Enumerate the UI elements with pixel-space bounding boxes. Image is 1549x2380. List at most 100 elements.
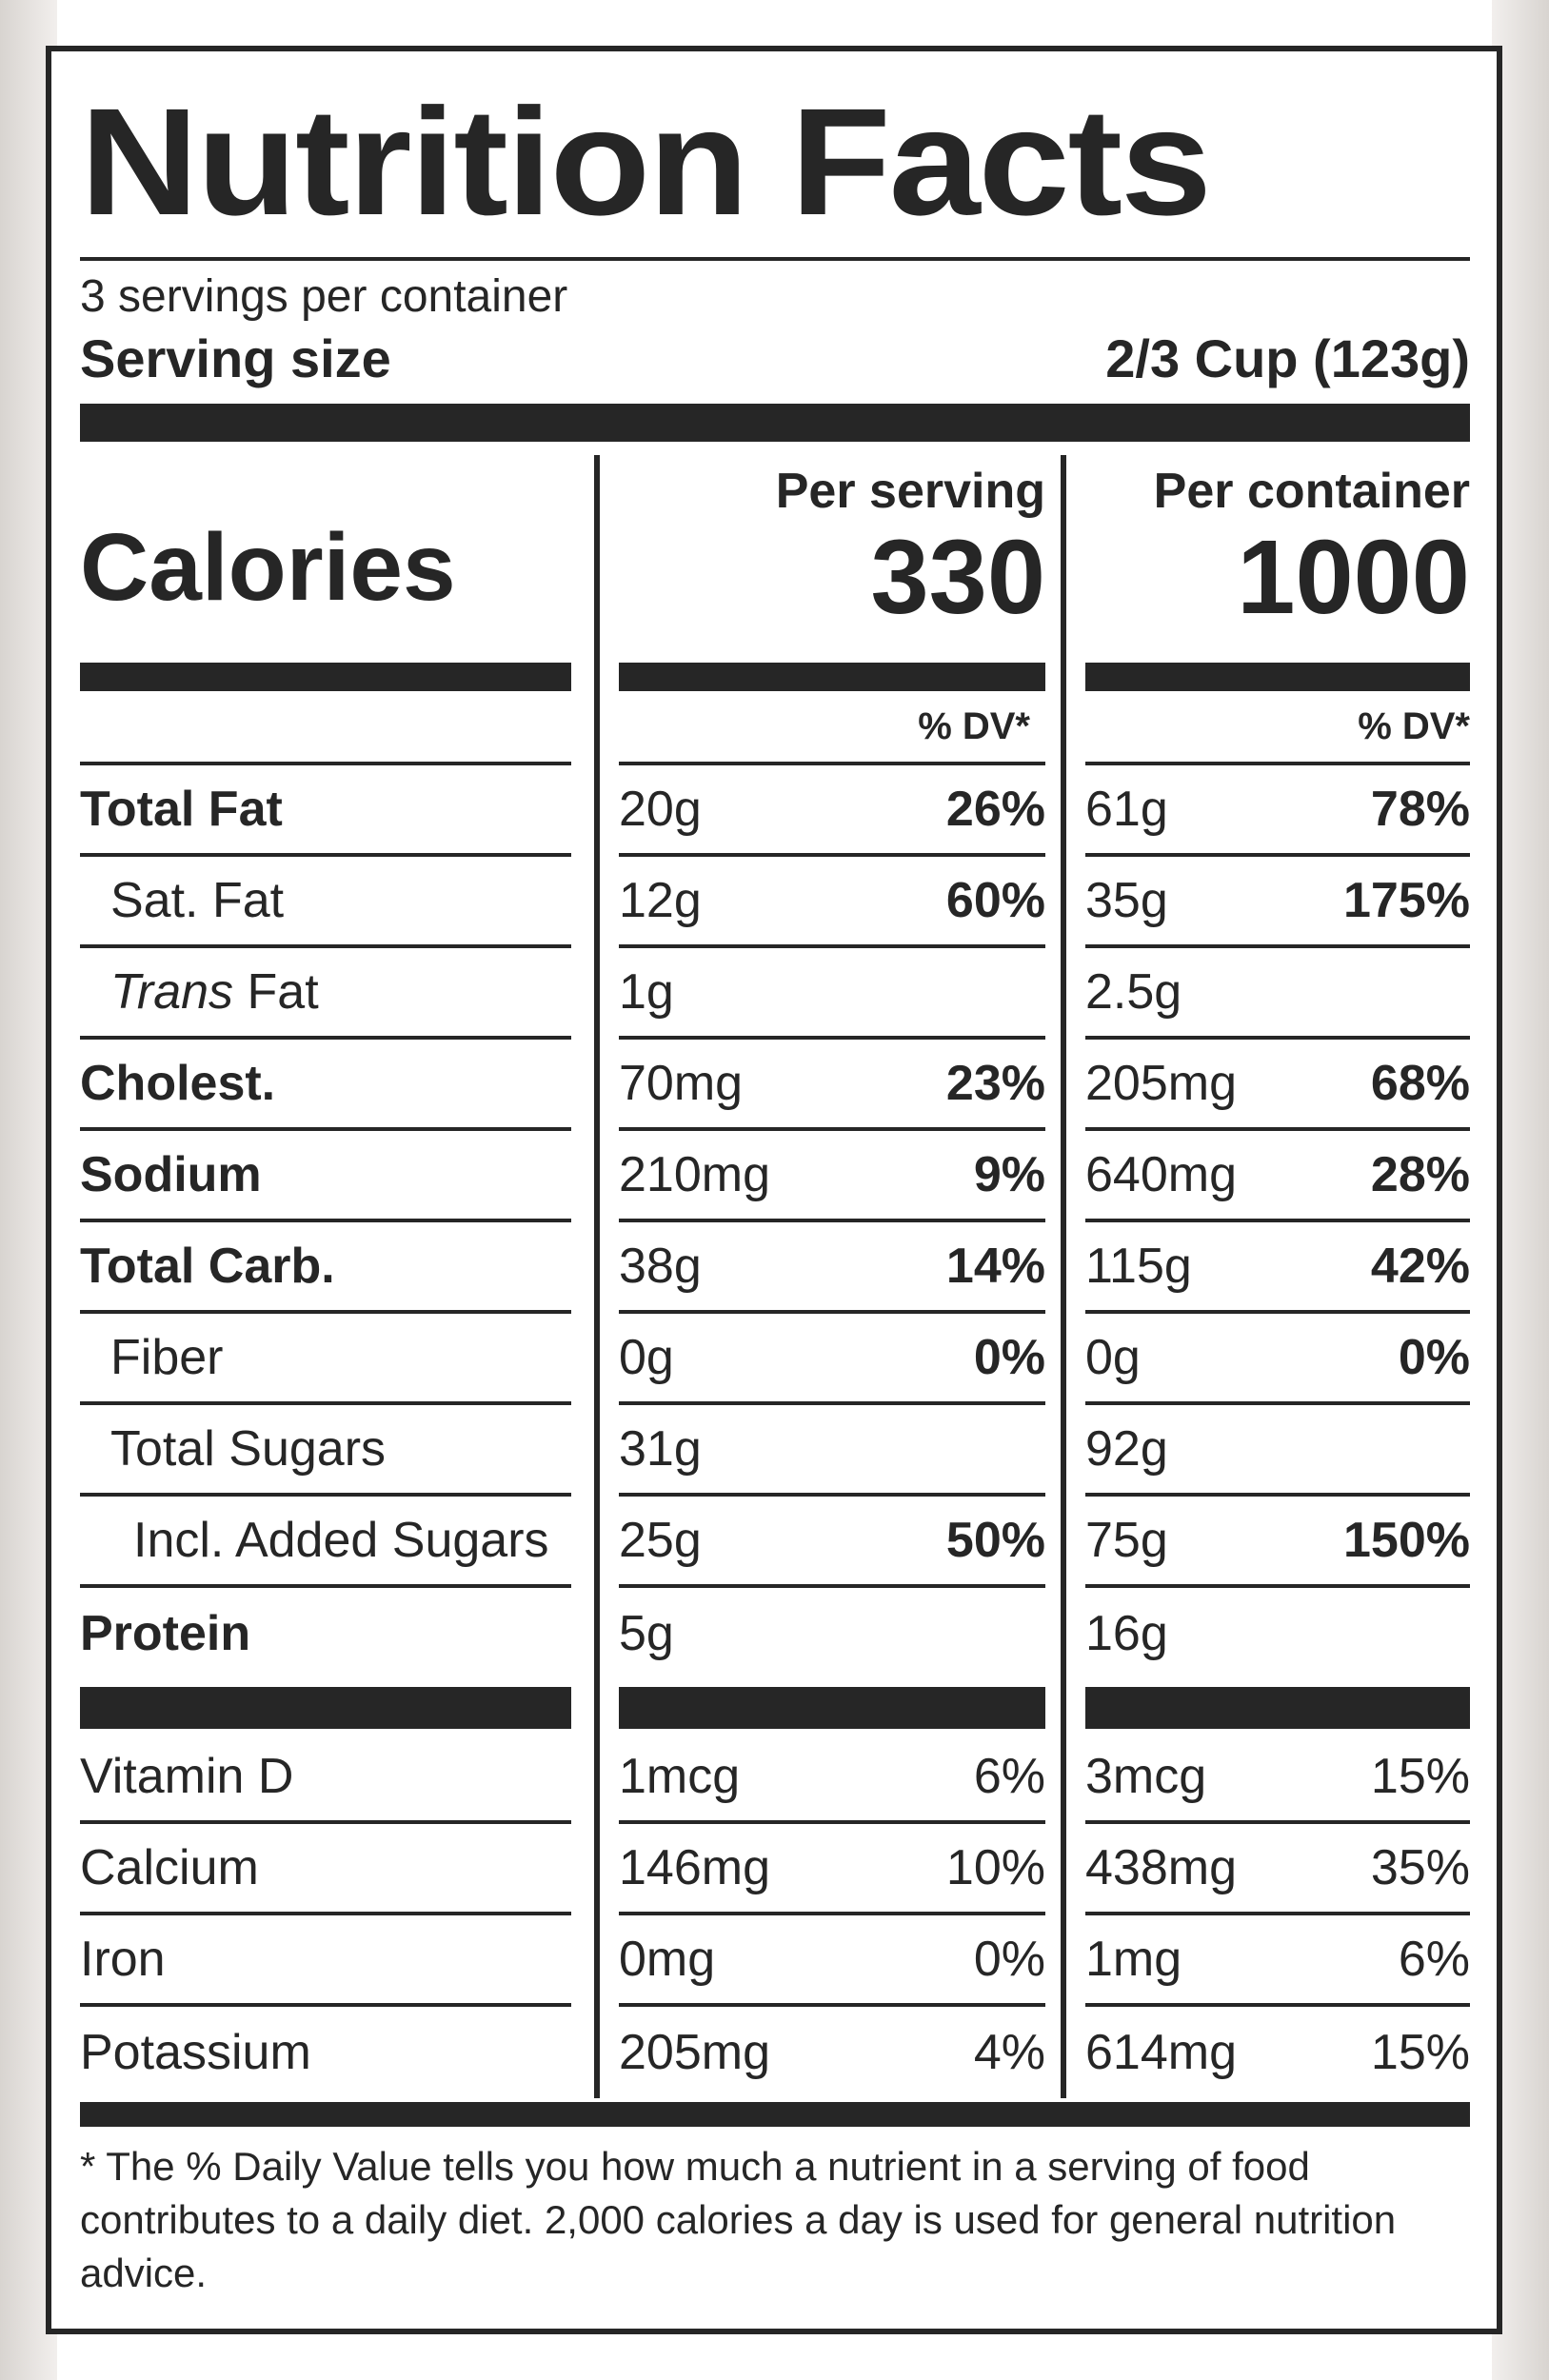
daily-value: 78% [1370,782,1470,837]
per-serving-dv-header: % DV* [619,691,1045,765]
serving-size-label: Serving size [80,328,391,388]
daily-value: 68% [1370,1056,1470,1111]
amount: 38g [619,1239,702,1294]
amount: 70mg [619,1056,744,1111]
serving-potassium: 205mg 4% [619,2007,1045,2098]
nutrient-name: Total Fat [80,782,283,837]
row-added-sugars: Incl. Added Sugars [80,1497,571,1588]
amount: 146mg [619,1840,770,1895]
calories-bar [80,663,571,691]
nutrition-label: Nutrition Facts 3 servings per container… [46,46,1502,2334]
per-container-bar [1085,663,1470,691]
daily-value: 0% [973,1330,1045,1385]
daily-value: 15% [1370,2025,1470,2080]
amount: 12g [619,873,702,928]
serving-size-bar [80,404,1470,442]
vitamins-bar [80,1687,571,1729]
daily-value-footnote: * The % Daily Value tells you how much a… [80,2144,1397,2295]
daily-value: 35% [1370,1840,1470,1895]
serving-cholesterol: 70mg 23% [619,1040,1045,1131]
row-fiber: Fiber [80,1314,571,1405]
row-cholesterol: Cholest. [80,1040,571,1131]
daily-value: 26% [945,782,1045,837]
row-sodium: Sodium [80,1131,571,1222]
serving-added-sugars: 25g 50% [619,1497,1045,1588]
daily-value: 9% [973,1147,1045,1202]
vitamins-bar [1085,1687,1470,1729]
container-potassium: 614mg 15% [1085,2007,1470,2098]
per-container-header: Per container 1000 [1066,455,1470,649]
amount: 1mg [1085,1932,1182,1987]
amount: 205mg [1085,1056,1237,1111]
nutrient-name: Total Carb. [80,1239,335,1294]
serving-calcium: 146mg 10% [619,1824,1045,1915]
per-container-label: Per container [1153,464,1470,519]
amount: 0g [619,1330,674,1385]
column-per-container: Per container 1000 % DV* 61g 78% 35g 175% … [1061,455,1470,2098]
amount: 20g [619,782,702,837]
serving-size-row: Serving size 2/3 Cup (123g) [80,324,1470,394]
per-container-dv-header: % DV* [1085,691,1470,765]
daily-value: 10% [945,1840,1045,1895]
nutrient-name: Fat [233,964,319,1020]
daily-value: 14% [945,1239,1045,1294]
daily-value: 0% [973,1932,1045,1987]
per-container-calories: 1000 [1237,519,1470,636]
daily-value: 0% [1398,1330,1470,1385]
amount: 92g [1085,1421,1168,1477]
label-title: Nutrition Facts [80,76,1212,247]
nutrient-name: Vitamin D [80,1749,294,1804]
nutrient-table: Calories Total Fat Sat. Fat Trans Fat Ch… [80,455,1470,2098]
serving-total-fat: 20g 26% [619,765,1045,857]
container-total-sugars: 92g [1085,1405,1470,1497]
per-serving-calories: 330 [870,519,1045,636]
per-serving-label: Per serving [775,464,1045,519]
amount: 0g [1085,1330,1141,1385]
amount: 25g [619,1513,702,1568]
amount: 31g [619,1421,702,1477]
container-added-sugars: 75g 150% [1085,1497,1470,1588]
calories-label-cell: Calories [80,455,594,649]
container-protein: 16g [1085,1588,1470,1679]
amount: 205mg [619,2025,770,2080]
row-protein: Protein [80,1588,571,1679]
daily-value: 15% [1370,1749,1470,1804]
row-calcium: Calcium [80,1824,571,1915]
container-sodium: 640mg 28% [1085,1131,1470,1222]
serving-size-value: 2/3 Cup (123g) [1105,328,1470,388]
calories-label: Calories [80,514,456,621]
nutrient-name: Fiber [110,1330,224,1385]
container-vitamin-d: 3mcg 15% [1085,1733,1470,1824]
servings-per-container: 3 servings per container [80,271,568,322]
daily-value: 28% [1370,1147,1470,1202]
title-rule [80,257,1470,261]
nutrient-name: Incl. Added Sugars [133,1513,549,1568]
row-total-carb: Total Carb. [80,1222,571,1314]
nutrient-name: Calcium [80,1840,259,1895]
row-total-fat: Total Fat [80,765,571,857]
container-calcium: 438mg 35% [1085,1824,1470,1915]
amount: 115g [1085,1239,1192,1294]
vitamins-bar [619,1687,1045,1729]
serving-sodium: 210mg 9% [619,1131,1045,1222]
container-fiber: 0g 0% [1085,1314,1470,1405]
serving-sat-fat: 12g 60% [619,857,1045,948]
container-total-carb: 115g 42% [1085,1222,1470,1314]
row-potassium: Potassium [80,2007,571,2098]
daily-value: 6% [973,1749,1045,1804]
amount: 1g [619,964,674,1020]
serving-total-carb: 38g 14% [619,1222,1045,1314]
serving-trans-fat: 1g [619,948,1045,1040]
nutrient-name: Potassium [80,2025,311,2080]
nutrient-name: Protein [80,1606,251,1661]
nutrient-name: Sat. Fat [110,873,285,928]
daily-value: 50% [945,1513,1045,1568]
amount: 438mg [1085,1840,1237,1895]
column-per-serving: Per serving 330 % DV* 20g 26% 12g 60% 1g 7… [594,455,1061,2098]
nutrient-name-italic: Trans [110,964,234,1020]
daily-value: 175% [1343,873,1470,928]
amount: 614mg [1085,2025,1237,2080]
nutrient-name: Total Sugars [110,1421,387,1477]
per-serving-bar [619,663,1045,691]
daily-value: 23% [945,1056,1045,1111]
